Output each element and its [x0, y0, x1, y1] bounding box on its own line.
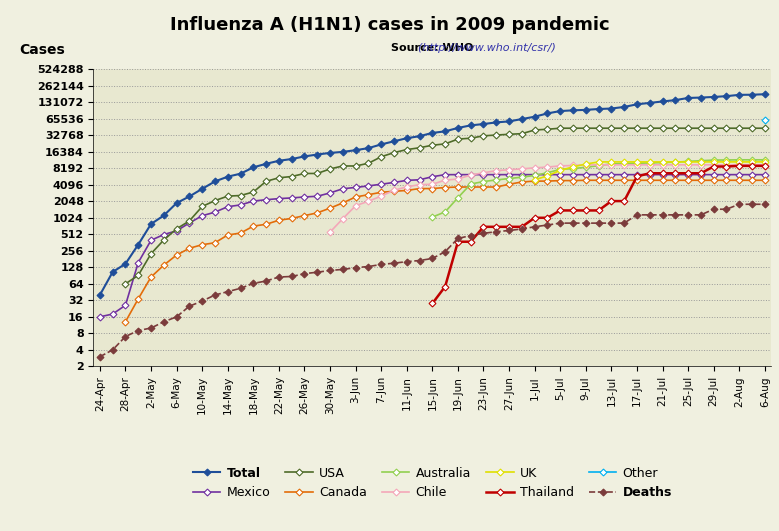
Legend: Total, Mexico, USA, Canada, Australia, Chile, UK, Thailand, Other, Deaths: Total, Mexico, USA, Canada, Australia, C…: [188, 462, 677, 504]
Australia: [760, 157, 770, 163]
Line: Canada: Canada: [123, 178, 767, 324]
Australia: [607, 161, 616, 167]
Total: [517, 116, 527, 122]
Thailand: [492, 224, 501, 230]
Other: [760, 116, 770, 123]
Canada: [492, 184, 501, 190]
Chile: [492, 167, 501, 174]
USA: [683, 125, 693, 131]
Mexico: [492, 172, 501, 178]
Thailand: [479, 224, 488, 230]
Line: Total: Total: [97, 92, 767, 297]
Mexico: [440, 172, 449, 178]
USA: [517, 131, 527, 137]
Thailand: [760, 162, 770, 169]
Chile: [517, 166, 527, 172]
Line: Thailand: Thailand: [430, 164, 767, 306]
Line: Chile: Chile: [328, 162, 767, 235]
Canada: [479, 184, 488, 190]
Mexico: [619, 172, 629, 178]
USA: [274, 175, 284, 181]
Line: USA: USA: [123, 126, 767, 286]
USA: [492, 132, 501, 138]
Text: Influenza A (H1N1) cases in 2009 pandemic: Influenza A (H1N1) cases in 2009 pandemi…: [170, 16, 609, 34]
Deaths: [492, 228, 501, 235]
Total: [760, 91, 770, 97]
Total: [274, 158, 284, 164]
Line: Other: Other: [763, 117, 767, 122]
Deaths: [683, 212, 693, 218]
Chile: [760, 161, 770, 168]
Canada: [683, 177, 693, 183]
Australia: [479, 178, 488, 185]
Line: Mexico: Mexico: [97, 172, 767, 319]
Thailand: [607, 198, 616, 204]
Mexico: [274, 195, 284, 202]
Total: [479, 121, 488, 127]
Canada: [517, 179, 527, 185]
Deaths: [479, 230, 488, 236]
Mexico: [530, 172, 539, 178]
Total: [683, 95, 693, 101]
Australia: [517, 174, 527, 181]
Deaths: [274, 274, 284, 280]
Line: UK: UK: [532, 159, 767, 182]
Deaths: [607, 220, 616, 226]
Thailand: [517, 224, 527, 230]
Deaths: [95, 354, 104, 360]
Text: (http://www.who.int/csr/): (http://www.who.int/csr/): [411, 42, 555, 53]
Canada: [607, 177, 616, 183]
Mexico: [504, 172, 513, 178]
Thailand: [683, 170, 693, 176]
Chile: [479, 169, 488, 176]
USA: [760, 125, 770, 131]
Text: Source: WHO: Source: WHO: [391, 42, 474, 53]
UK: [760, 159, 770, 165]
Line: Deaths: Deaths: [97, 202, 767, 359]
Australia: [492, 177, 501, 183]
Canada: [760, 177, 770, 183]
UK: [607, 159, 616, 165]
Total: [492, 119, 501, 125]
Mexico: [95, 314, 104, 320]
Mexico: [696, 172, 706, 178]
UK: [683, 159, 693, 165]
Text: Cases: Cases: [19, 43, 65, 57]
Deaths: [517, 226, 527, 232]
Mexico: [760, 172, 770, 178]
Chile: [683, 161, 693, 168]
Chile: [607, 161, 616, 168]
Total: [607, 105, 616, 112]
Deaths: [735, 201, 744, 208]
Australia: [683, 158, 693, 165]
Canada: [274, 217, 284, 224]
Total: [95, 292, 104, 298]
Line: Australia: Australia: [430, 157, 767, 219]
USA: [607, 125, 616, 131]
USA: [479, 133, 488, 139]
Deaths: [760, 201, 770, 208]
